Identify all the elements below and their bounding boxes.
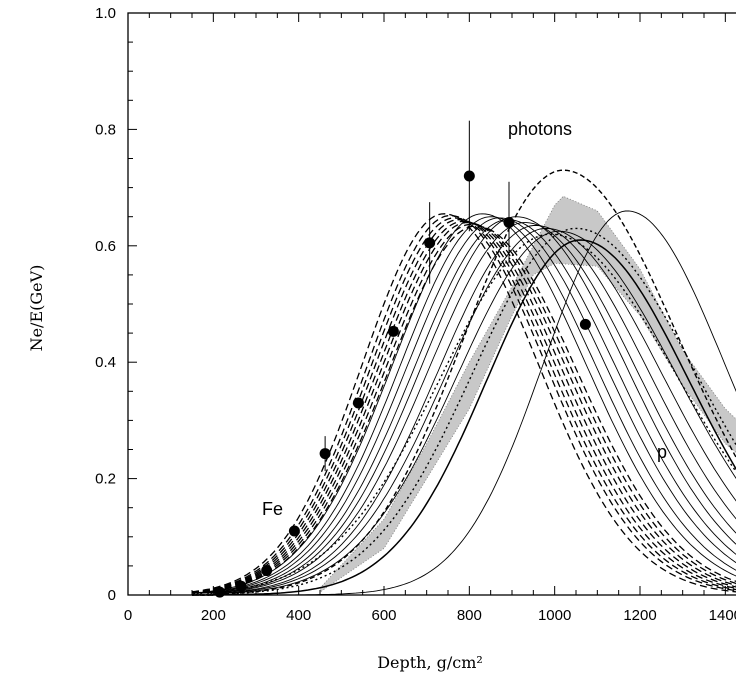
x-tick-label: 600 xyxy=(371,607,396,624)
p-curve-2 xyxy=(192,217,736,596)
annotation-fe: Fe xyxy=(262,499,283,519)
annotation-photons: photons xyxy=(508,119,572,139)
fe-curve-0 xyxy=(191,213,736,593)
y-axis-title: Ne/E(GeV) xyxy=(27,265,46,352)
y-tick-label: 0 xyxy=(108,587,116,604)
photon-curve-1 xyxy=(191,233,736,596)
p-curve-9 xyxy=(192,239,736,596)
annotation-p: p xyxy=(657,442,667,462)
data-point-9 xyxy=(503,217,515,229)
p-curve-0 xyxy=(191,213,736,594)
x-axis-title: Depth, g/cm² xyxy=(377,653,483,672)
p-curve-1 xyxy=(191,216,736,596)
x-tick-label: 200 xyxy=(201,607,226,624)
fe-curve-1 xyxy=(191,214,736,593)
fe-curve-7 xyxy=(191,225,736,594)
x-tick-label: 400 xyxy=(286,607,311,624)
y-tick-label: 0.2 xyxy=(95,471,116,488)
data-point-5 xyxy=(352,397,364,409)
data-point-layer xyxy=(214,120,591,598)
photon-curve-0 xyxy=(192,169,736,596)
data-point-4 xyxy=(319,448,331,460)
data-point-8 xyxy=(463,170,475,182)
data-point-10 xyxy=(579,318,591,330)
x-tick-label: 1200 xyxy=(623,607,656,624)
y-tick-label: 0.4 xyxy=(95,354,116,371)
fe-curve-2 xyxy=(191,217,736,594)
x-tick-label: 800 xyxy=(457,607,482,624)
data-point-0 xyxy=(214,586,226,598)
y-tick-label: 1.0 xyxy=(95,5,116,22)
x-tick-label: 0 xyxy=(124,607,132,624)
p-curve-5 xyxy=(192,222,736,596)
photon-curve-2 xyxy=(192,227,736,596)
y-tick-label: 0.8 xyxy=(95,121,116,138)
curve-layer xyxy=(191,169,736,596)
y-tick-label: 0.6 xyxy=(95,238,116,255)
data-point-7 xyxy=(424,237,436,249)
photon-band-layer xyxy=(319,195,736,593)
p-curve-6 xyxy=(192,225,736,596)
p-curve-8 xyxy=(192,230,736,596)
data-point-2 xyxy=(261,565,273,577)
fe-curve-4 xyxy=(191,220,736,594)
p-curve-3 xyxy=(192,219,736,596)
fe-curve-6 xyxy=(191,223,736,594)
photon-band xyxy=(319,195,736,593)
p-curve-4 xyxy=(192,216,736,596)
data-point-3 xyxy=(288,525,300,537)
data-point-1 xyxy=(235,580,247,592)
data-point-6 xyxy=(387,325,399,337)
x-tick-label: 1000 xyxy=(538,607,571,624)
